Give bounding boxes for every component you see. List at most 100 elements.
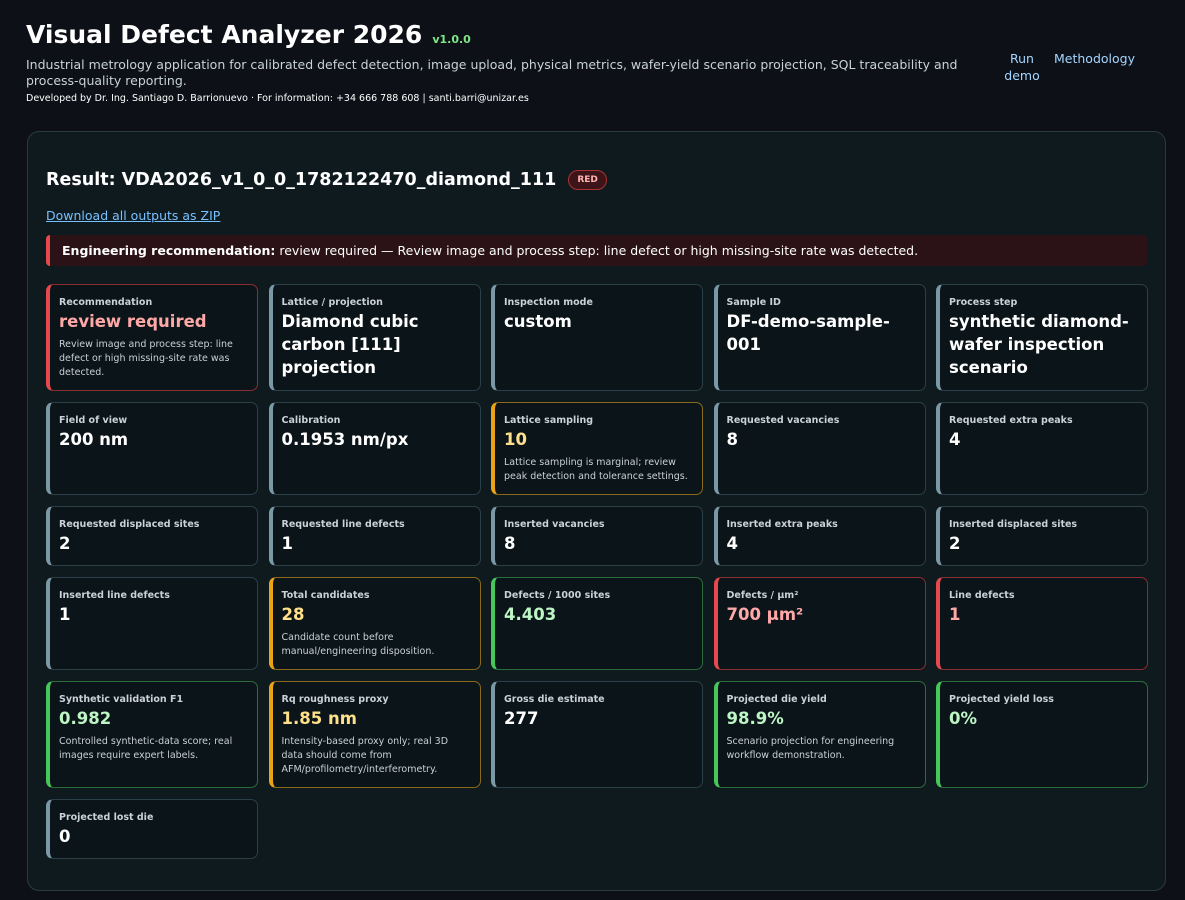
metric-label: Process step xyxy=(949,297,1018,308)
metric-value: 1 xyxy=(59,605,71,624)
metric-value: 0.1953 nm/px xyxy=(281,430,409,449)
metric-value: 4 xyxy=(949,430,961,449)
metric-label: Line defects xyxy=(949,590,1015,601)
nav-link[interactable]: Run demo xyxy=(1004,51,1040,83)
metric-card: Defects / µm² 700 µm² xyxy=(713,577,926,670)
metric-value: 277 xyxy=(504,709,539,728)
metric-card: Lattice sampling 10 Lattice sampling is ma… xyxy=(491,402,703,495)
metric-value: 98.9% xyxy=(726,709,784,728)
nav: Run demo Methodology xyxy=(1000,50,1135,84)
metric-value: 0 xyxy=(59,827,71,846)
result-title: Result: VDA2026_v1_0_0_1782122470_diamon… xyxy=(46,170,557,190)
metric-grid: Recommendation review required Review imag… xyxy=(46,284,1148,859)
metric-card: Calibration 0.1953 nm/px xyxy=(268,402,481,495)
metric-value: 200 nm xyxy=(59,430,129,449)
metric-card: Inserted displaced sites 2 xyxy=(936,506,1148,566)
metric-value: 8 xyxy=(504,534,516,553)
metric-label: Sample ID xyxy=(726,297,781,308)
recommendation-text: review required — Review image and proce… xyxy=(279,243,919,258)
metric-label: Synthetic validation F1 xyxy=(59,694,184,705)
metric-value: custom xyxy=(504,312,572,331)
metric-label: Defects / µm² xyxy=(726,590,799,601)
metric-label: Projected yield loss xyxy=(949,694,1054,705)
download-link[interactable]: Download all outputs as ZIP xyxy=(46,208,221,223)
nav-link[interactable]: Methodology xyxy=(1054,51,1135,66)
metric-card: Requested vacancies 8 xyxy=(713,402,926,495)
metric-card: Inspection mode custom xyxy=(491,284,703,391)
metric-value: 1.85 nm xyxy=(281,709,357,728)
metric-card: Requested displaced sites 2 xyxy=(46,506,258,566)
description: Industrial metrology application for cal… xyxy=(26,57,958,88)
metric-label: Rq roughness proxy xyxy=(281,694,389,705)
metric-value: synthetic diamond-wafer inspection scena… xyxy=(949,312,1129,377)
metric-value: 10 xyxy=(504,430,527,449)
metric-card: Lattice / projection Diamond cubic carbon… xyxy=(268,284,481,391)
metric-card: Gross die estimate 277 xyxy=(491,681,703,788)
metric-label: Requested line defects xyxy=(281,519,405,530)
metric-card: Projected yield loss 0% xyxy=(936,681,1148,788)
metric-value: 8 xyxy=(726,430,738,449)
metric-value: review required xyxy=(59,312,207,331)
metric-card: Process step synthetic diamond-wafer insp… xyxy=(936,284,1148,391)
metric-label: Inserted extra peaks xyxy=(726,519,838,530)
metric-label: Defects / 1000 sites xyxy=(504,590,611,601)
metric-note: Lattice sampling is marginal; review pea… xyxy=(504,457,688,482)
metric-note: Scenario projection for engineering work… xyxy=(726,736,895,761)
metric-value: 28 xyxy=(281,605,305,624)
metric-value: 2 xyxy=(949,534,961,553)
metric-card: Rq roughness proxy 1.85 nm Intensity-based… xyxy=(268,681,481,788)
app-title: Visual Defect Analyzer 2026 xyxy=(26,20,423,49)
metric-card: Projected die yield 98.9% Scenario project… xyxy=(713,681,926,788)
metric-note: Intensity-based proxy only; real 3D data… xyxy=(281,736,449,775)
metric-note: Controlled synthetic-data score; real im… xyxy=(59,736,233,761)
result-panel: Result: VDA2026_v1_0_0_1782122470_diamon… xyxy=(27,131,1166,891)
metric-label: Gross die estimate xyxy=(504,694,605,705)
credits: Developed by Dr. Ing. Santiago D. Barrio… xyxy=(26,93,529,104)
metric-label: Recommendation xyxy=(59,297,153,308)
metric-value: 4 xyxy=(726,534,738,553)
recommendation-label: Engineering recommendation: xyxy=(62,243,276,258)
metric-label: Lattice / projection xyxy=(281,297,383,308)
metric-label: Field of view xyxy=(59,415,128,426)
metric-label: Projected lost die xyxy=(59,812,154,823)
status-badge: RED xyxy=(568,170,607,190)
metric-card: Field of view 200 nm xyxy=(46,402,258,495)
metric-label: Total candidates xyxy=(281,590,370,601)
metric-value: 700 µm² xyxy=(726,605,804,624)
recommendation-banner: Engineering recommendation: review requir… xyxy=(46,235,1147,266)
metric-value: Diamond cubic carbon [111] projection xyxy=(281,312,419,377)
metric-label: Projected die yield xyxy=(726,694,827,705)
metric-card: Projected lost die 0 xyxy=(46,799,258,859)
metric-value: 1 xyxy=(281,534,293,553)
metric-label: Inserted line defects xyxy=(59,590,170,601)
result-heading: Result: VDA2026_v1_0_0_1782122470_diamon… xyxy=(46,170,1147,190)
metric-value: 0% xyxy=(949,709,978,728)
metric-note: Review image and process step: line defe… xyxy=(59,339,233,378)
metric-card: Inserted vacancies 8 xyxy=(491,506,703,566)
header: Visual Defect Analyzer 2026 v1.0.0 Indust… xyxy=(26,20,976,104)
metric-card: Requested line defects 1 xyxy=(268,506,481,566)
metric-card: Inserted extra peaks 4 xyxy=(713,506,926,566)
metric-value: 2 xyxy=(59,534,71,553)
metric-card: Sample ID DF-demo-sample-001 xyxy=(713,284,926,391)
metric-label: Requested vacancies xyxy=(726,415,840,426)
metric-card: Synthetic validation F1 0.982 Controlled s… xyxy=(46,681,258,788)
metric-note: Candidate count before manual/engineerin… xyxy=(281,632,435,657)
metric-label: Lattice sampling xyxy=(504,415,594,426)
metric-card: Defects / 1000 sites 4.403 xyxy=(491,577,703,670)
metric-card: Requested extra peaks 4 xyxy=(936,402,1148,495)
metric-label: Requested extra peaks xyxy=(949,415,1073,426)
metric-label: Requested displaced sites xyxy=(59,519,200,530)
metric-label: Inserted displaced sites xyxy=(949,519,1078,530)
metric-card: Total candidates 28 Candidate count before… xyxy=(268,577,481,670)
metric-label: Inspection mode xyxy=(504,297,593,308)
metric-value: 4.403 xyxy=(504,605,557,624)
metric-card: Recommendation review required Review imag… xyxy=(46,284,258,391)
metric-card: Inserted line defects 1 xyxy=(46,577,258,670)
metric-value: 1 xyxy=(949,605,961,624)
metric-card: Line defects 1 xyxy=(936,577,1148,670)
metric-value: 0.982 xyxy=(59,709,112,728)
metric-value: DF-demo-sample-001 xyxy=(726,312,890,354)
